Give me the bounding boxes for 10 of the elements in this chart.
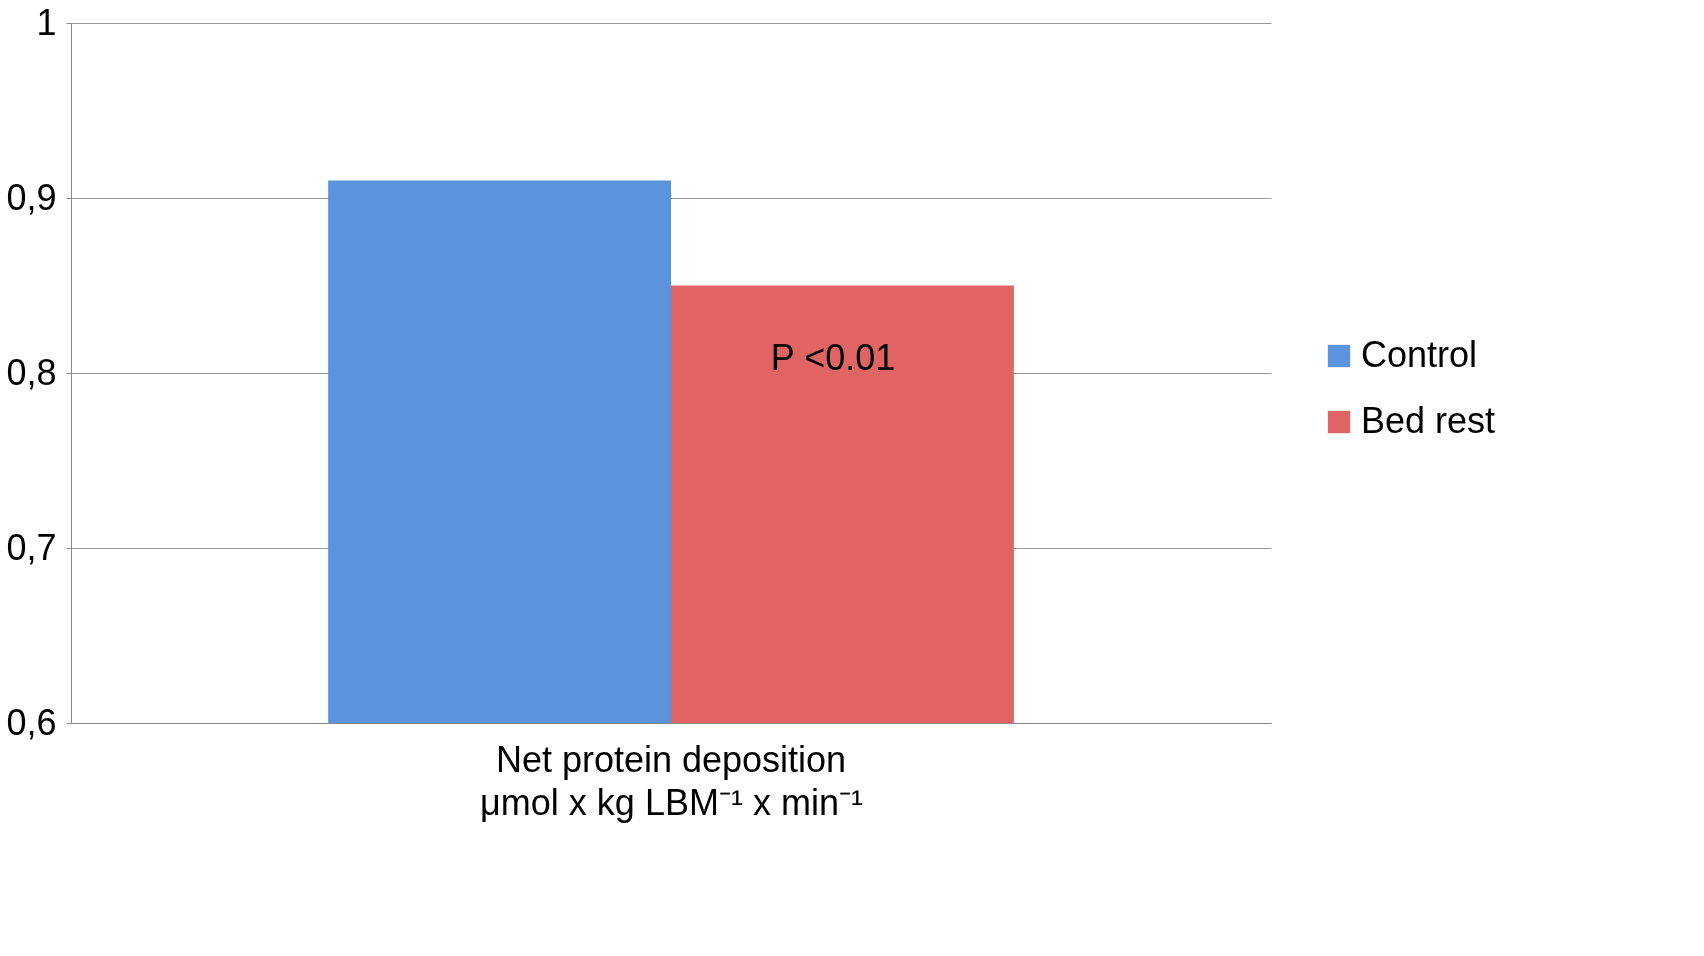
x-tick-label: Net protein deposition [495,738,847,780]
y-tick-label: 0,6 [6,701,57,743]
annotation: P <0.01 [770,337,896,378]
y-tick-label: 0,7 [6,526,57,568]
legend-label: Bed rest [1361,400,1496,441]
legend-label: Control [1361,334,1478,375]
y-tick-label: 1 [36,1,57,43]
y-tick-label: 0,8 [6,351,57,393]
y-tick-label: 0,9 [6,176,57,218]
x-axis-title: μmol x kg LBM⁻¹ x min⁻¹ [480,781,863,823]
